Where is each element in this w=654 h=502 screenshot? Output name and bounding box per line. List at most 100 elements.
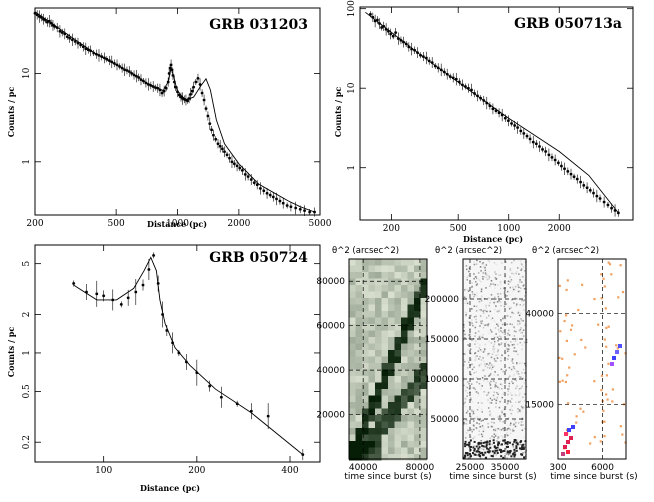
heatmap-cell — [516, 362, 518, 364]
heatmap-cell — [515, 449, 518, 452]
heatmap-cell — [349, 376, 356, 383]
heatmap-cell — [464, 397, 467, 400]
heatmap-cell — [504, 382, 506, 384]
heatmap-cell — [494, 308, 496, 311]
heatmap-cell — [407, 447, 414, 454]
heatmap-cell — [464, 289, 466, 291]
heatmap-cell — [482, 357, 484, 359]
heatmap-cell — [407, 356, 414, 363]
heatmap-cell — [407, 311, 414, 318]
data-point — [216, 139, 220, 149]
heatmap-cell — [349, 324, 356, 331]
heatmap-cell — [362, 434, 369, 441]
heatmap-cell — [420, 298, 427, 305]
heatmap-cell — [362, 389, 369, 396]
heatmap-cell — [510, 278, 513, 281]
heatmap-cell — [477, 272, 480, 274]
heatmap-cell — [470, 419, 472, 422]
heatmap-cell — [481, 402, 483, 404]
data-point — [550, 153, 554, 162]
data-point — [606, 201, 610, 208]
heatmap-cell — [503, 427, 506, 429]
heatmap-cell — [513, 419, 516, 422]
heatmap-cell — [516, 373, 518, 375]
heatmap-cell — [381, 389, 388, 396]
heatmap-cell — [503, 292, 506, 295]
heatmap-cell — [500, 336, 502, 338]
heatmap-cell — [508, 334, 511, 336]
heatmap-cell — [464, 360, 466, 363]
heatmap-cell — [473, 445, 475, 447]
heatmap-cell — [478, 406, 480, 408]
heatmap-cell — [505, 341, 508, 343]
data-point — [491, 103, 495, 115]
heatmap-cell — [520, 268, 523, 270]
heatmap-cell — [517, 324, 520, 327]
heatmap-cell — [504, 333, 506, 335]
heatmap-cell — [355, 311, 362, 318]
heatmap-cell — [513, 448, 516, 451]
heatmap-cell — [488, 375, 490, 377]
heatmap-cell — [463, 402, 465, 405]
heatmap-cell — [381, 265, 388, 272]
heatmap-cell — [517, 411, 519, 413]
heatmap-cell — [469, 352, 472, 355]
heatmap-cell — [520, 281, 523, 283]
heatmap-cell — [470, 428, 473, 431]
heatmap-cell — [420, 454, 427, 461]
heatmap-cell — [473, 372, 475, 374]
heatmap-cell — [519, 410, 521, 412]
heatmap-cell — [514, 393, 516, 396]
heatmap-cell — [510, 451, 513, 454]
data-point — [198, 78, 202, 91]
heatmap-cell — [509, 316, 512, 318]
heatmap-cell — [394, 285, 401, 292]
heatmap-cell — [493, 340, 496, 343]
heatmap-cell — [362, 278, 369, 285]
heatmap-cell — [503, 314, 506, 317]
heatmap-cell — [401, 350, 408, 357]
heatmap-cell — [509, 401, 512, 403]
heatmap-cell — [490, 421, 493, 424]
heatmap-cell — [476, 416, 479, 418]
heatmap-cell — [505, 453, 508, 455]
heatmap-cell — [491, 450, 494, 453]
heatmap-cell — [502, 420, 504, 423]
heatmap-cell — [401, 330, 408, 337]
heatmap-cell — [575, 421, 578, 424]
heatmap-cell — [420, 441, 427, 448]
heatmap-cell — [507, 388, 509, 390]
heatmap-cell — [518, 329, 521, 332]
heatmap-cell — [605, 393, 608, 396]
heatmap-cell — [490, 454, 493, 457]
heatmap-cell — [479, 452, 482, 455]
heatmap-cell — [494, 446, 497, 449]
heatmap-cell — [484, 363, 486, 365]
heatmap-cell — [407, 434, 414, 441]
heatmap-cell — [502, 317, 504, 320]
heatmap-cell — [355, 265, 362, 272]
heatmap-cell — [420, 324, 427, 331]
heatmap-cell — [498, 406, 501, 409]
heatmap-cell — [414, 311, 421, 318]
heatmap-cell — [463, 364, 465, 366]
plot-frame — [462, 258, 527, 460]
heatmap-cell — [501, 435, 503, 437]
heatmap-cell — [577, 308, 580, 312]
heatmap-cell — [362, 343, 369, 350]
heatmap-cell — [606, 398, 609, 401]
heatmap-cell — [467, 410, 469, 413]
heatmap-cell — [349, 343, 356, 350]
heatmap-cell — [407, 330, 414, 337]
heatmap-cell — [465, 297, 468, 300]
heatmap-cell — [375, 337, 382, 344]
heatmap-cell — [469, 343, 472, 346]
heatmap-cell — [497, 374, 499, 376]
heatmap-cell — [467, 348, 470, 351]
heatmap-cell — [512, 312, 515, 315]
heatmap-cell — [518, 388, 521, 390]
heatmap-cell — [466, 454, 469, 457]
heatmap-cell — [480, 388, 482, 390]
heatmap-cell — [472, 420, 475, 422]
heatmap-cell — [481, 336, 483, 339]
